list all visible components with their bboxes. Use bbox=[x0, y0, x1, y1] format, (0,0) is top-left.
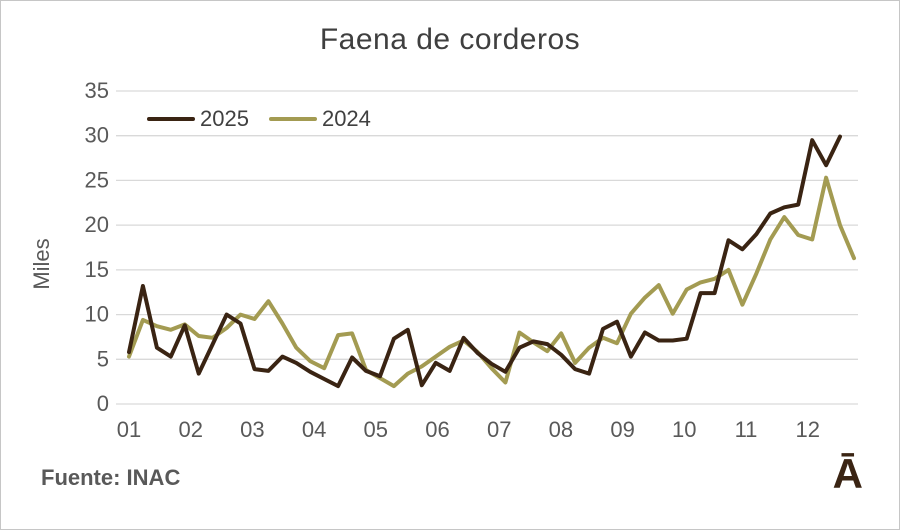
y-tick-label-35: 35 bbox=[85, 78, 109, 103]
y-tick-label-15: 15 bbox=[85, 257, 109, 282]
x-tick-label-02: 02 bbox=[178, 417, 202, 442]
x-tick-label-04: 04 bbox=[302, 417, 326, 442]
y-tick-label-10: 10 bbox=[85, 302, 109, 327]
line-swatch-2024-icon bbox=[268, 116, 317, 122]
x-tick-label-12: 12 bbox=[795, 417, 819, 442]
legend-label-2024: 2024 bbox=[321, 106, 371, 131]
y-tick-label-20: 20 bbox=[85, 212, 109, 237]
line-swatch-2025-icon bbox=[147, 116, 195, 122]
y-tick-label-5: 5 bbox=[97, 346, 109, 371]
x-tick-label-03: 03 bbox=[240, 417, 264, 442]
x-tick-label-06: 06 bbox=[425, 417, 449, 442]
series-line-2024 bbox=[127, 175, 856, 389]
chart-legend: 2025 2024 bbox=[147, 106, 371, 132]
x-tick-label-07: 07 bbox=[487, 417, 511, 442]
x-tick-label-10: 10 bbox=[672, 417, 696, 442]
y-tick-label-25: 25 bbox=[85, 167, 109, 192]
x-tick-label-11: 11 bbox=[735, 417, 758, 442]
y-axis-title: Miles bbox=[29, 238, 54, 289]
brand-watermark: Ā bbox=[832, 450, 863, 497]
chart-title: Faena de corderos bbox=[319, 23, 581, 56]
series-line-2025 bbox=[127, 134, 842, 389]
x-tick-label-01: 01 bbox=[117, 417, 141, 442]
y-tick-label-30: 30 bbox=[85, 123, 109, 148]
x-tick-label-09: 09 bbox=[610, 417, 634, 442]
source-note: Fuente: INAC bbox=[41, 465, 181, 490]
x-tick-label-05: 05 bbox=[364, 417, 388, 442]
y-tick-label-0: 0 bbox=[97, 391, 109, 416]
legend-item-2024: 2024 bbox=[268, 106, 371, 132]
legend-label-2025: 2025 bbox=[200, 106, 249, 131]
x-tick-label-08: 08 bbox=[549, 417, 573, 442]
legend-item-2025: 2025 bbox=[147, 106, 249, 132]
